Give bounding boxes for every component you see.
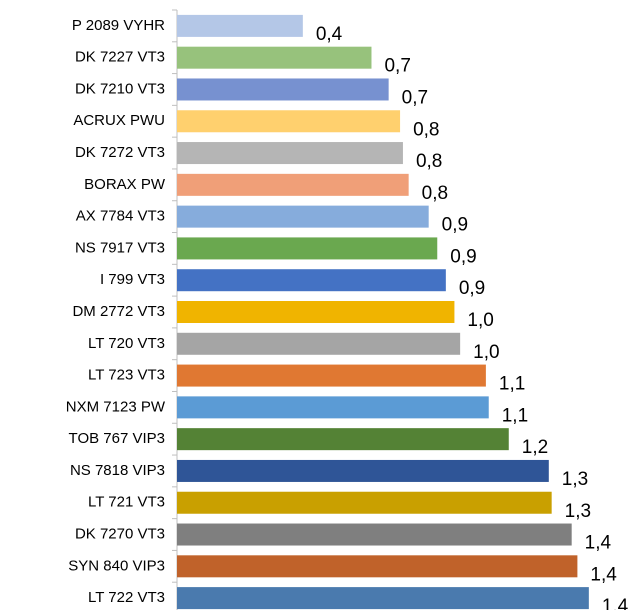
bar <box>177 205 429 228</box>
value-label: 1,4 <box>602 596 629 610</box>
value-label: 1,2 <box>522 437 548 458</box>
category-label: P 2089 VYHR <box>72 17 165 34</box>
value-label: 1,0 <box>467 310 493 331</box>
category-label: NS 7917 VT3 <box>75 239 165 256</box>
category-label: AX 7784 VT3 <box>76 208 165 225</box>
bar <box>177 587 589 610</box>
value-label: 0,7 <box>402 87 428 108</box>
value-label: 1,0 <box>473 342 499 363</box>
bar <box>177 237 438 260</box>
value-label: 0,7 <box>384 56 410 77</box>
bar <box>177 110 401 133</box>
category-label: DK 7272 VT3 <box>75 144 165 161</box>
value-label: 0,8 <box>422 183 448 204</box>
bar <box>177 491 552 514</box>
bar <box>177 142 403 165</box>
bar <box>177 173 409 196</box>
value-label: 0,8 <box>413 119 439 140</box>
value-label: 1,1 <box>502 405 528 426</box>
bar <box>177 14 303 37</box>
bar <box>177 301 455 323</box>
bar <box>177 555 578 578</box>
category-label: LT 721 VT3 <box>88 494 165 511</box>
category-label: LT 723 VT3 <box>88 367 165 384</box>
category-label: DM 2772 VT3 <box>72 303 165 320</box>
bar <box>177 78 389 101</box>
category-label: NS 7818 VIP3 <box>70 462 165 479</box>
category-label: DK 7270 VT3 <box>75 525 165 542</box>
bar <box>177 523 572 546</box>
value-label: 0,9 <box>459 278 485 299</box>
category-label: I 799 VT3 <box>100 271 165 288</box>
value-label: 0,8 <box>416 151 442 172</box>
value-label: 0,4 <box>316 24 343 45</box>
bar <box>177 46 372 69</box>
category-label: TOB 767 VIP3 <box>69 430 165 447</box>
category-label: NXM 7123 PW <box>66 398 166 415</box>
value-label: 1,3 <box>562 469 588 490</box>
value-label: 0,9 <box>450 246 476 267</box>
bar <box>177 459 549 482</box>
category-label: SYN 840 VIP3 <box>68 557 165 574</box>
value-label: 1,4 <box>590 564 617 585</box>
value-label: 1,4 <box>585 533 612 554</box>
bar <box>177 428 509 451</box>
bar <box>177 396 489 419</box>
value-label: 0,9 <box>442 215 468 236</box>
bar <box>177 332 461 355</box>
value-label: 1,3 <box>565 501 591 522</box>
bar <box>177 269 446 292</box>
category-label: ACRUX PWU <box>73 112 165 129</box>
category-label: DK 7227 VT3 <box>75 49 165 66</box>
category-label: BORAX PW <box>84 176 166 193</box>
category-label: DK 7210 VT3 <box>75 80 165 97</box>
bar <box>177 364 486 387</box>
value-label: 1,1 <box>499 374 525 395</box>
category-label: LT 720 VT3 <box>88 335 165 352</box>
category-label: LT 722 VT3 <box>88 589 165 606</box>
